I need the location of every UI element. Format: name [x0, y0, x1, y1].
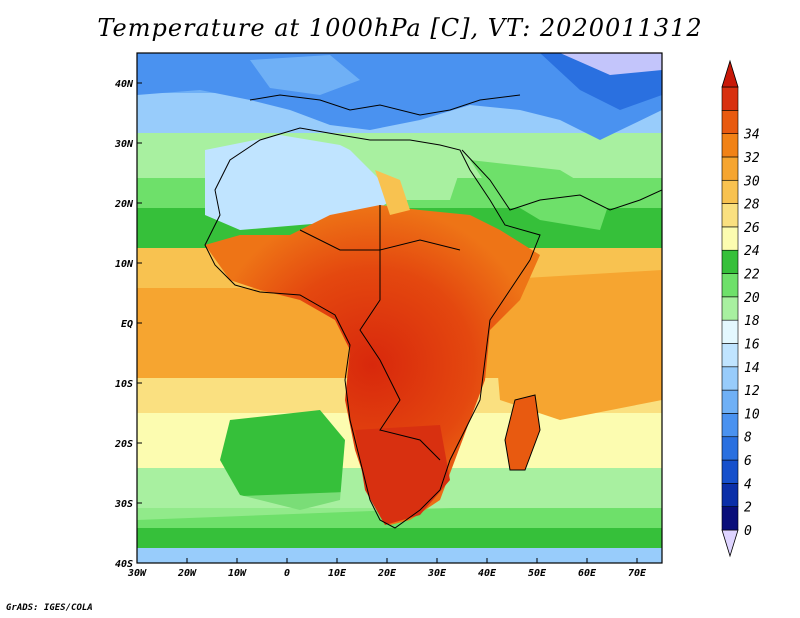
lon-tick-label: 30W: [127, 568, 147, 579]
colorbar-label: 30: [743, 174, 760, 189]
colorbar-box: [721, 413, 739, 438]
colorbar-label: 16: [744, 337, 760, 352]
colorbar-box: [721, 296, 739, 321]
colorbar-label: 32: [743, 151, 760, 166]
latitude-axis: 40N 30N 20N 10N EQ 10S 20S 30S 40S: [114, 79, 142, 570]
lon-tick-label: 50E: [528, 568, 547, 579]
colorbar-label: 34: [743, 128, 760, 143]
colorbar-box: [721, 110, 739, 134]
colorbar-label: 12: [744, 384, 760, 399]
lon-tick-label: 40E: [478, 568, 497, 579]
lat-tick-label: 10S: [115, 379, 133, 390]
colorbar-label: 20: [744, 291, 760, 306]
lat-tick-label: 10N: [115, 259, 134, 270]
colorbar-box: [721, 203, 739, 228]
colorbar-box: [721, 506, 739, 531]
colorbar-label: 10: [744, 407, 760, 422]
colorbar-label: 4: [744, 477, 752, 492]
colorbar-label: 0: [744, 524, 752, 539]
colorbar-label: 22: [744, 268, 760, 283]
colorbar-label: 26: [744, 221, 760, 236]
lat-tick-label: 30N: [114, 139, 134, 150]
colorbar-label: 24: [744, 244, 760, 259]
colorbar-box: [721, 459, 739, 484]
colorbar-box: [721, 319, 739, 344]
colorbar-box: [721, 249, 739, 274]
colorbar-label: 28: [744, 198, 760, 213]
map-frame: [136, 52, 663, 564]
colorbar-min-arrow: [721, 529, 739, 558]
lon-tick-label: 60E: [578, 568, 597, 579]
colorbar-box: [721, 366, 739, 391]
colorbar-label: 14: [744, 361, 760, 376]
longitude-axis: 30W 20W 10W 0 10E 20E 30E 40E 50E 60E 70E: [127, 558, 647, 579]
colorbar-label: 8: [744, 431, 752, 446]
lon-tick-label: 70E: [628, 568, 647, 579]
lat-tick-label: 40S: [115, 559, 133, 570]
colorbar-box: [721, 343, 739, 368]
lon-tick-label: 20E: [377, 568, 397, 579]
colorbar-label: 18: [744, 314, 760, 329]
lat-tick-label: 20N: [114, 199, 134, 210]
lon-tick-label: 10E: [328, 568, 347, 579]
colorbar-box: [721, 389, 739, 414]
colorbar-label: 2: [744, 501, 752, 516]
colorbar-box: [721, 179, 739, 204]
lon-tick-label: 30E: [427, 568, 447, 579]
lat-tick-label: EQ: [121, 319, 133, 330]
colorbar-box: [721, 226, 739, 251]
lon-tick-label: 20W: [177, 568, 197, 579]
lat-tick-label: 40N: [115, 79, 134, 90]
colorbar-max-arrow: [721, 59, 739, 88]
lat-tick-label: 30S: [114, 499, 133, 510]
chart-title: Temperature at 1000hPa [C], VT: 20200113…: [97, 14, 703, 42]
colorbar-box: [721, 483, 739, 507]
colorbar-box: [721, 133, 739, 158]
lat-tick-label: 20S: [114, 439, 133, 450]
colorbar-label: 6: [744, 454, 752, 469]
lon-tick-label: 10W: [228, 568, 247, 579]
colorbar-box: [721, 86, 739, 111]
coastlines: [204, 94, 662, 529]
colorbar-box: [721, 436, 739, 461]
lon-tick-label: 0: [284, 568, 290, 579]
grads-credit: GrADS: IGES/COLA: [6, 603, 93, 613]
colorbar-box: [721, 156, 739, 181]
colorbar-box: [721, 273, 739, 298]
temperature-field: [137, 53, 662, 563]
